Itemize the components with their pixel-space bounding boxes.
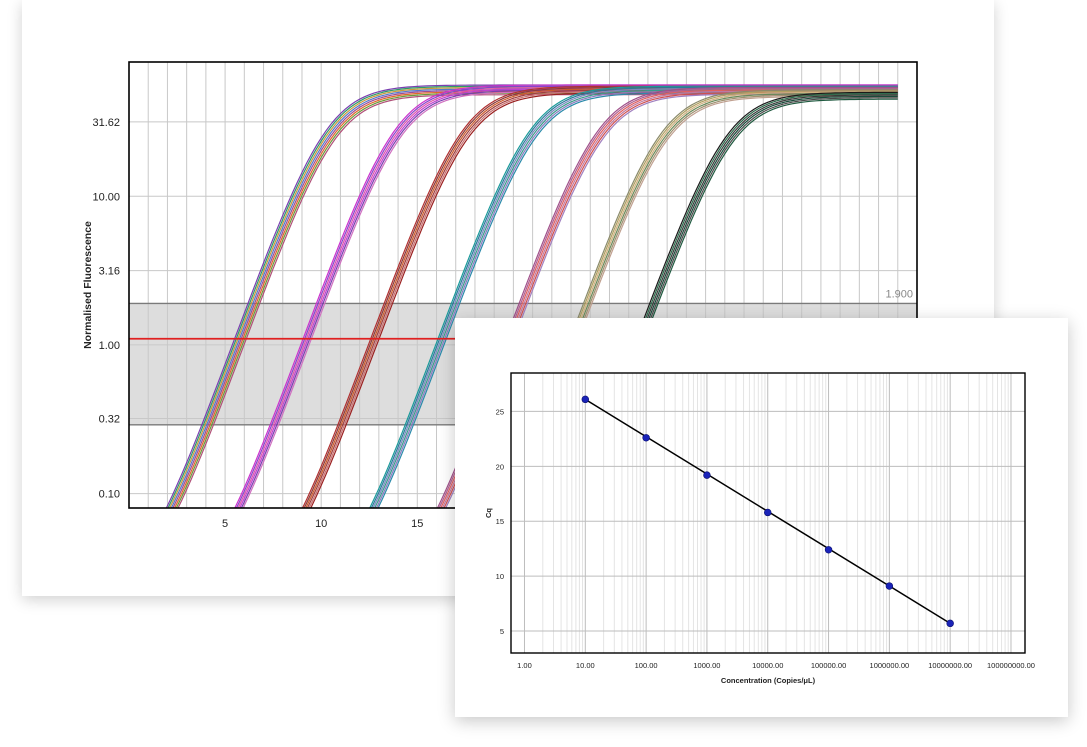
std-x-axis-label: Concentration (Copies/μL) bbox=[721, 676, 816, 685]
std-y-tick-label: 20 bbox=[496, 462, 504, 471]
std-x-tick-label: 1.00 bbox=[517, 661, 532, 670]
amp-y-axis-label: Normalised Fluorescence bbox=[82, 221, 94, 349]
amp-y-tick-label: 0.32 bbox=[99, 413, 120, 425]
standard-curve-point bbox=[824, 546, 833, 554]
amp-y-tick-label: 10.00 bbox=[92, 191, 120, 203]
standard-curve-point bbox=[764, 508, 772, 517]
std-x-tick-label: 10000.00 bbox=[752, 661, 783, 670]
std-x-tick-label: 100.00 bbox=[635, 661, 658, 670]
std-y-axis-label: Cq bbox=[484, 508, 493, 518]
std-x-tick-label: 10.00 bbox=[576, 661, 595, 670]
amp-x-tick-label: 10 bbox=[315, 518, 327, 530]
std-y-tick-label: 25 bbox=[496, 407, 504, 416]
amplification-chart: 1.900 0.10 0.32 1.00 3.16 10.00 31.62 5 10 15 Norm… bbox=[82, 61, 918, 530]
amp-y-tick-label: 1.00 bbox=[99, 340, 120, 352]
amplification-plot-panel: 1.900 0.10 0.32 1.00 3.16 10.00 31.62 5 10 15 Norm… bbox=[22, 0, 994, 596]
std-y-tick-label: 15 bbox=[496, 517, 504, 526]
std-y-tick-label: 10 bbox=[496, 572, 504, 581]
std-x-tick-label: 100000.00 bbox=[811, 661, 846, 670]
standard-curve-point bbox=[946, 619, 954, 628]
amp-y-tick-label: 31.62 bbox=[92, 117, 120, 129]
amp-y-tick-label: 0.10 bbox=[99, 489, 120, 501]
std-plot-frame bbox=[510, 372, 1026, 654]
amp-y-tick-label: 3.16 bbox=[99, 266, 120, 278]
standard-curve-chart: 1.00 10.00 100.00 1000.00 10000.00 100000.00 1… bbox=[484, 372, 1035, 685]
standard-curve-panel: 1.00 10.00 100.00 1000.00 10000.00 100000.00 1… bbox=[455, 318, 1068, 717]
standard-curve-point bbox=[885, 582, 894, 590]
amp-curves bbox=[165, 84, 898, 508]
amp-x-tick-label: 15 bbox=[411, 518, 423, 530]
amp-x-tick-label: 5 bbox=[222, 518, 228, 530]
std-x-tick-label: 100000000.00 bbox=[987, 661, 1035, 670]
std-x-tick-label: 1000000.00 bbox=[870, 661, 910, 670]
standard-curve-point bbox=[581, 395, 590, 404]
std-x-tick-label: 10000000.00 bbox=[928, 661, 972, 670]
std-y-tick-label: 5 bbox=[500, 627, 504, 636]
threshold-band-label: 1.900 bbox=[885, 288, 913, 300]
amplification-curve bbox=[369, 85, 898, 508]
amplification-curve bbox=[234, 84, 898, 508]
standard-curve-point bbox=[642, 434, 650, 442]
std-x-tick-label: 1000.00 bbox=[693, 661, 720, 670]
standard-curve-point bbox=[703, 471, 711, 479]
